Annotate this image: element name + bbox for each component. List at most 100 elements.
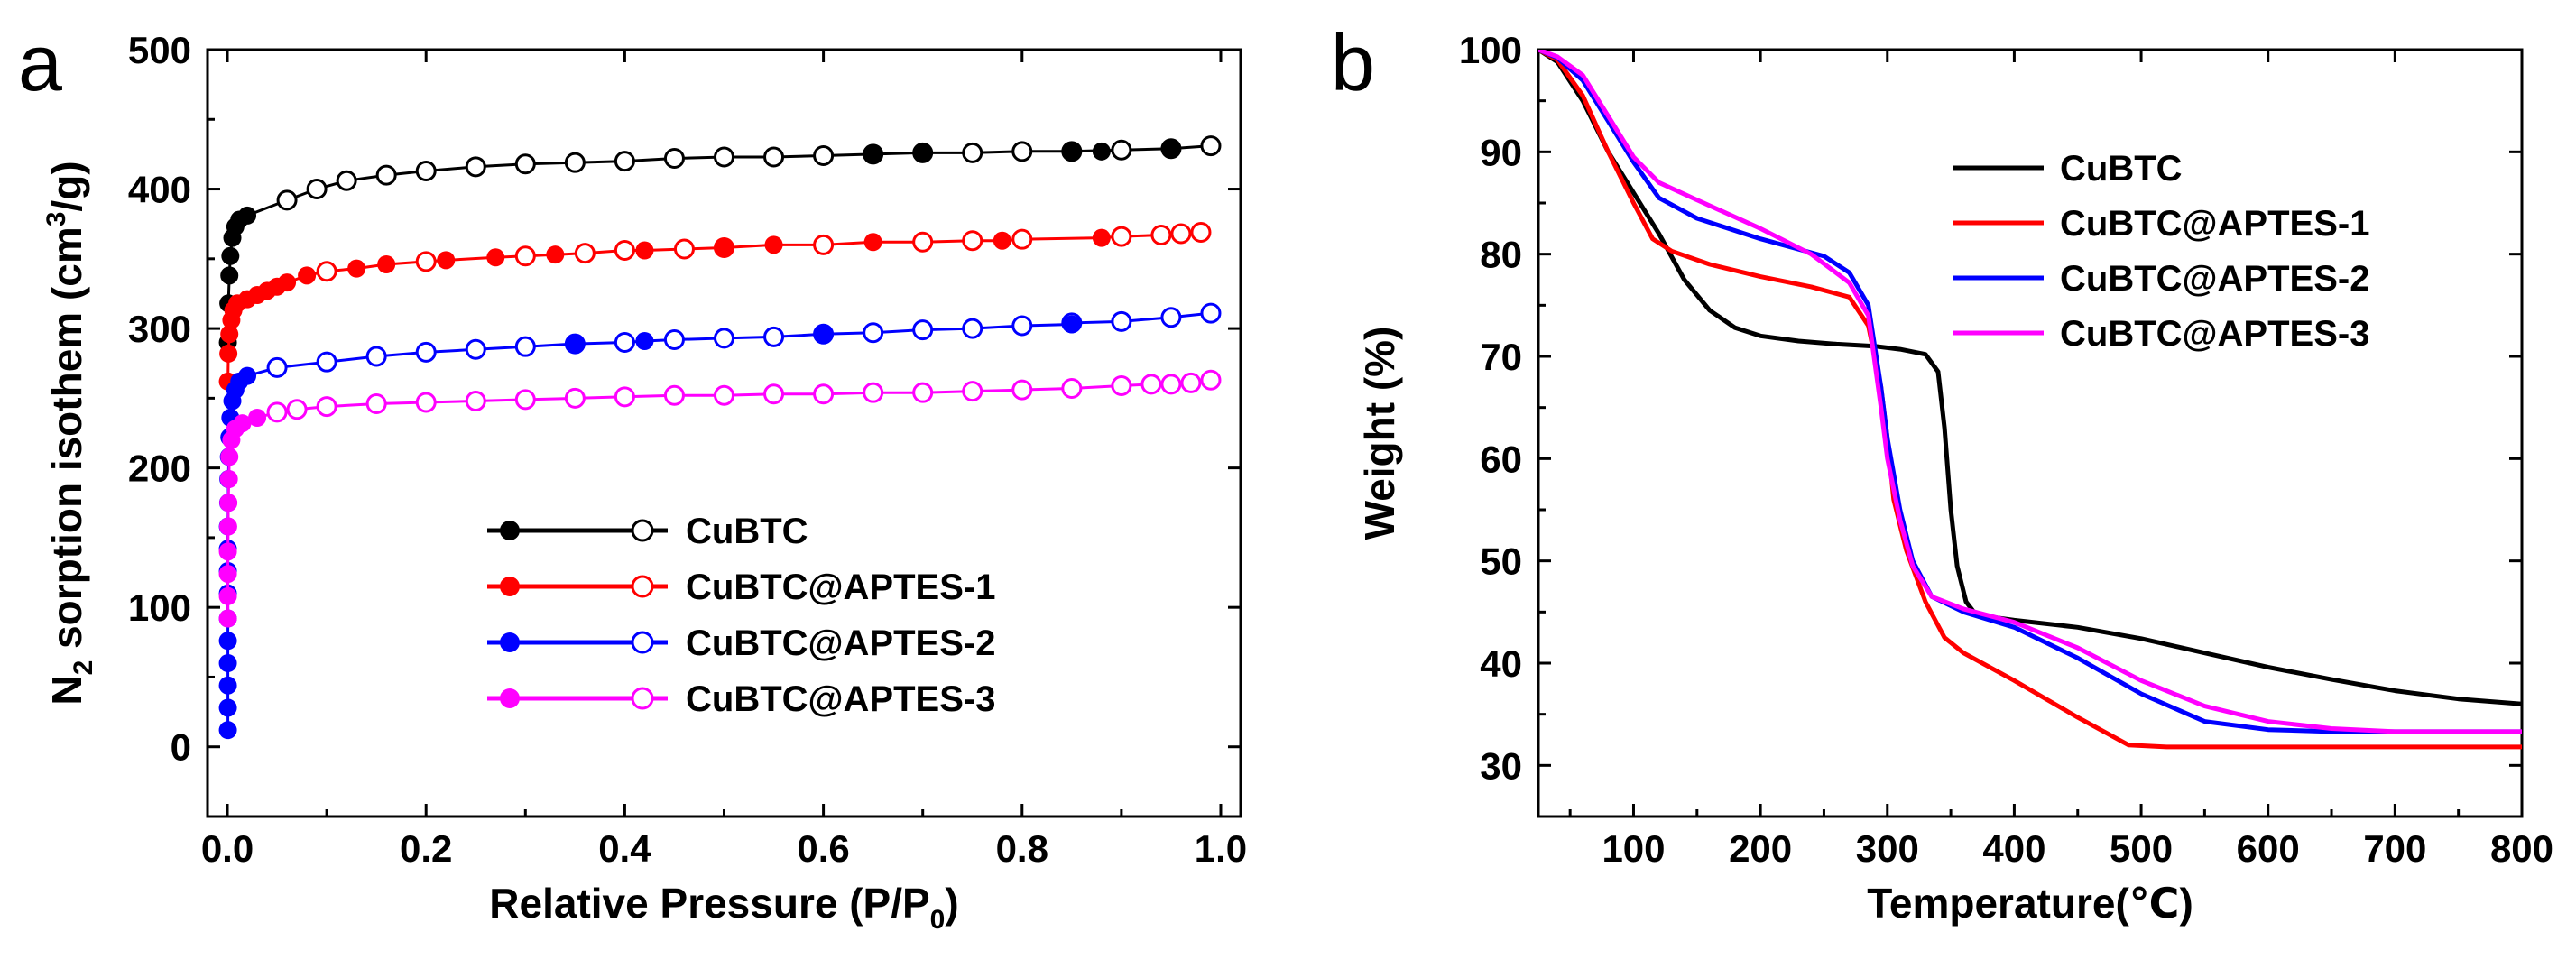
adsorption-point-cubtc-aptes-1 — [1092, 228, 1111, 247]
desorption-point-cubtc — [813, 144, 835, 166]
adsorption-point-cubtc-aptes-2 — [1062, 315, 1081, 334]
series-line-cubtc-aptes-1 — [1538, 50, 2522, 750]
y-axis-title-prefix: N — [43, 675, 90, 705]
desorption-point-cubtc-aptes-1 — [514, 245, 536, 267]
legend-marker-filled-cubtc — [500, 521, 520, 540]
desorption-point-cubtc-aptes-3 — [813, 383, 835, 405]
desorption-point-cubtc — [663, 148, 685, 170]
desorption-point-cubtc-aptes-1 — [614, 240, 635, 262]
desorption-point-cubtc — [276, 189, 298, 211]
adsorption-point-cubtc-aptes-2 — [566, 335, 585, 354]
adsorption-point-cubtc — [238, 206, 257, 225]
y-axis-title-superscript: 3 — [42, 212, 71, 227]
x-tick-label: 400 — [1982, 827, 2045, 870]
y-axis-title-end: /g) — [43, 161, 90, 211]
series-line-cubtc — [1538, 50, 2522, 706]
adsorption-point-cubtc-aptes-3 — [218, 565, 237, 584]
adsorption-point-cubtc-aptes-1 — [278, 273, 297, 292]
legend-label-cubtc: CuBTC — [2060, 149, 2183, 189]
desorption-point-cubtc-aptes-2 — [1200, 302, 1222, 324]
adsorption-point-cubtc-aptes-3 — [218, 542, 237, 561]
legend-label-cubtc-aptes-3: CuBTC@APTES-3 — [686, 679, 995, 719]
legend-label-cubtc-aptes-2: CuBTC@APTES-2 — [2060, 259, 2369, 299]
adsorption-point-cubtc — [863, 144, 882, 163]
desorption-point-cubtc-aptes-3 — [316, 396, 337, 418]
desorption-point-cubtc-aptes-2 — [1160, 307, 1182, 328]
panel-a: 0.0 0.2 0.4 0.6 0.8 1.0 0 100 200 300 400 500 Relati… — [18, 18, 1247, 935]
x-tick-label: 300 — [1856, 827, 1919, 870]
adsorption-point-cubtc — [1062, 142, 1081, 161]
adsorption-point-cubtc — [221, 246, 240, 265]
x-axis-title-main: Relative Pressure (P/P — [489, 880, 929, 927]
desorption-point-cubtc-aptes-1 — [574, 243, 596, 264]
adsorption-point-cubtc-aptes-1 — [219, 344, 238, 363]
adsorption-point-cubtc-aptes-1 — [220, 325, 239, 344]
adsorption-point-cubtc-aptes-3 — [219, 494, 238, 512]
desorption-point-cubtc-aptes-2 — [912, 319, 934, 341]
desorption-point-cubtc-aptes-2 — [714, 328, 734, 349]
desorption-point-cubtc-aptes-1 — [962, 230, 983, 252]
adsorption-point-cubtc-aptes-1 — [635, 241, 654, 260]
adsorption-point-cubtc-aptes-1 — [437, 251, 456, 270]
desorption-point-cubtc-aptes-3 — [1160, 374, 1182, 395]
x-tick-label: 0.6 — [797, 827, 849, 870]
desorption-point-cubtc-aptes-1 — [1011, 228, 1033, 250]
adsorption-point-cubtc-aptes-2 — [814, 325, 833, 344]
desorption-point-cubtc-aptes-1 — [316, 261, 337, 282]
panel-label-b: b — [1331, 18, 1375, 107]
desorption-point-cubtc-aptes-1 — [1170, 223, 1192, 245]
legend-marker-open-cubtc-aptes-3 — [631, 687, 654, 710]
adsorption-point-cubtc-aptes-2 — [218, 721, 237, 740]
x-tick-label: 200 — [1729, 827, 1792, 870]
adsorption-point-cubtc — [913, 143, 932, 162]
x-tick-label: 0.0 — [201, 827, 254, 870]
legend-marker-filled-cubtc-aptes-3 — [500, 688, 520, 708]
desorption-point-cubtc-aptes-2 — [316, 351, 337, 373]
desorption-point-cubtc-aptes-3 — [663, 384, 685, 406]
desorption-point-cubtc — [1200, 135, 1222, 157]
y-tick-label: 30 — [1480, 744, 1522, 787]
adsorption-point-cubtc-aptes-1 — [993, 231, 1011, 250]
x-axis-title: Relative Pressure (P/P0) — [489, 880, 958, 935]
desorption-point-cubtc-aptes-1 — [1190, 221, 1212, 243]
legend-label-cubtc-aptes-3: CuBTC@APTES-3 — [2060, 314, 2369, 354]
adsorption-point-cubtc-aptes-2 — [238, 366, 257, 385]
desorption-point-cubtc — [465, 156, 486, 178]
y-tick-label: 90 — [1480, 131, 1522, 173]
desorption-point-cubtc-aptes-3 — [614, 386, 635, 408]
desorption-point-cubtc-aptes-2 — [863, 322, 884, 344]
plot-area-b — [1538, 50, 2522, 750]
desorption-point-cubtc-aptes-3 — [1111, 374, 1132, 396]
adsorption-point-cubtc-aptes-1 — [863, 233, 882, 252]
desorption-point-cubtc-aptes-3 — [1061, 378, 1083, 400]
y-tick-label: 500 — [128, 29, 191, 71]
panel-b: 100 200 300 400 500 600 700 800 30 40 50 60 70 80 90 10… — [1331, 18, 2553, 927]
y-axis-title-subscript: 2 — [69, 660, 98, 676]
y-tick-label: 0 — [171, 726, 191, 769]
legend-marker-filled-cubtc-aptes-2 — [500, 632, 520, 652]
desorption-point-cubtc-aptes-2 — [415, 341, 437, 363]
desorption-point-cubtc-aptes-2 — [365, 346, 387, 367]
desorption-point-cubtc — [306, 179, 328, 200]
desorption-point-cubtc-aptes-2 — [962, 318, 983, 339]
x-tick-label: 700 — [2363, 827, 2426, 870]
desorption-point-cubtc-aptes-3 — [465, 390, 486, 411]
desorption-point-cubtc-aptes-3 — [415, 392, 437, 413]
desorption-point-cubtc-aptes-3 — [514, 389, 536, 411]
legend-label-cubtc-aptes-2: CuBTC@APTES-2 — [686, 623, 995, 663]
y-tick-label: 300 — [128, 308, 191, 350]
adsorption-point-cubtc-aptes-3 — [233, 414, 252, 433]
legend-marker-open-cubtc-aptes-2 — [631, 631, 654, 654]
desorption-point-cubtc — [714, 146, 734, 168]
x-tick-label: 0.8 — [996, 827, 1048, 870]
desorption-point-cubtc-aptes-3 — [714, 384, 734, 406]
desorption-point-cubtc — [1111, 139, 1132, 161]
legend-label-cubtc: CuBTC — [686, 512, 808, 551]
desorption-point-cubtc-aptes-3 — [763, 383, 785, 405]
desorption-point-cubtc-aptes-2 — [614, 332, 635, 354]
y-tick-label: 70 — [1480, 336, 1522, 378]
x-tick-label: 800 — [2490, 827, 2553, 870]
desorption-point-cubtc-aptes-3 — [863, 382, 884, 403]
desorption-point-cubtc — [1011, 141, 1033, 162]
